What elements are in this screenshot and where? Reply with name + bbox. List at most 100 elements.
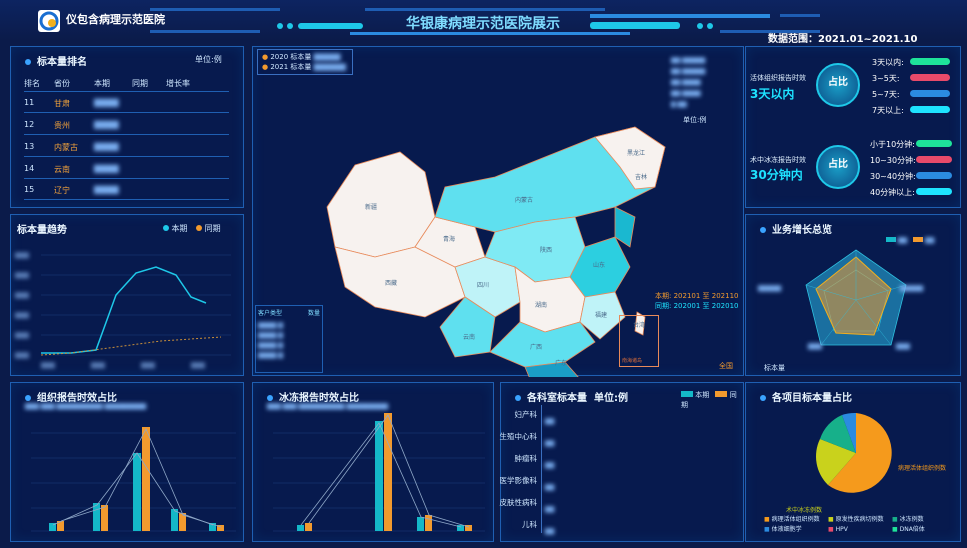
province-cell: 贵州 bbox=[54, 121, 70, 130]
tissue-legend: ▇▇▇ ▇▇▇ ▇▇▇▇▇▇▇▇▇▇ ▇▇▇▇▇▇▇▇▇ bbox=[25, 403, 147, 410]
frozen-kpi-circle: 占比 bbox=[816, 145, 860, 189]
table-row[interactable]: 14 云南 ▇▇▇▇ bbox=[24, 164, 234, 175]
radar-axis-label: ▇▇▇▇▇ bbox=[758, 285, 782, 292]
radar-legend: ▇▇ ▇▇ bbox=[886, 237, 934, 244]
dept-label: 妇产科 bbox=[514, 410, 538, 419]
divider bbox=[24, 91, 229, 92]
dept-title: 各科室标本量 单位:例 bbox=[515, 389, 628, 404]
svg-text:▇▇▇: ▇▇▇ bbox=[140, 362, 155, 369]
current-cell: ▇▇▇▇ bbox=[94, 164, 119, 173]
legend-2021: 2021 标本量 bbox=[270, 63, 312, 71]
growth-radar-chart bbox=[805, 249, 907, 346]
range-label: 5~7天: bbox=[872, 90, 900, 99]
svg-text:山东: 山东 bbox=[593, 261, 605, 269]
range-bar bbox=[916, 188, 952, 195]
dept-label: 皮肤性病科 bbox=[499, 498, 538, 507]
header-decoration bbox=[150, 8, 820, 35]
project-panel: 各项目标本量占比 病理活体组织例数 术中冰冻例数 ■ 病理活体组织例数 ■ 原发… bbox=[745, 382, 961, 542]
col-province: 省份 bbox=[54, 79, 70, 88]
map-panel: ● 2020 标本量 ▇▇▇▇▇ ● 2021 标本量 ▇▇▇▇▇▇ ▇▇ ▇▇… bbox=[252, 46, 744, 377]
tissue-kpi-caption: 活体组织报告时效 bbox=[750, 74, 806, 82]
divider bbox=[24, 178, 229, 179]
province-cell: 甘肃 bbox=[54, 99, 70, 108]
svg-text:▇▇▇: ▇▇▇ bbox=[14, 272, 29, 279]
rank-cell: 12 bbox=[24, 120, 35, 129]
tissue-kpi-circle: 占比 bbox=[816, 63, 860, 107]
svg-text:陕西: 陕西 bbox=[540, 246, 552, 254]
province-cell: 辽宁 bbox=[54, 186, 70, 195]
frozen-kpi-value: 30分钟内 bbox=[750, 168, 803, 182]
divider bbox=[24, 112, 229, 113]
table-row[interactable]: 12 贵州 ▇▇▇▇ bbox=[24, 120, 234, 131]
svg-text:▇▇▇: ▇▇▇ bbox=[14, 332, 29, 339]
dept-axis bbox=[541, 405, 542, 533]
range-bar bbox=[910, 74, 950, 81]
svg-text:云南: 云南 bbox=[463, 333, 475, 341]
col-rank: 排名 bbox=[24, 79, 40, 88]
tissue-kpi-value: 3天以内 bbox=[750, 87, 795, 101]
current-cell: ▇▇▇▇ bbox=[94, 98, 119, 107]
map-value-legend: ▇▇ ▇▇▇▇▇ ▇▇ ▇▇▇▇▇ ▇▇ ▇▇▇▇ ▇▇ ▇▇▇▇ ▇ ▇▇ bbox=[671, 57, 706, 108]
trend-panel: 标本量趋势 本期 同期 ▇▇▇ ▇▇▇ ▇▇▇ ▇▇▇ ▇▇▇ ▇▇▇ ▇▇▇ ▇▇▇ ▇▇… bbox=[10, 214, 244, 376]
trend-legend: 本期 同期 bbox=[163, 223, 221, 234]
radar-axis-label: ▇▇▇ bbox=[808, 343, 822, 350]
ranking-title: 标本量排名 bbox=[25, 53, 87, 68]
pie-legend: ■ 病理活体组织例数 ■ 原发性疾病切例数 ■ 冰冻例数 ■ 体液细胞学 ■ H… bbox=[764, 516, 925, 533]
table-row[interactable]: 15 辽宁 ▇▇▇▇ bbox=[24, 185, 234, 196]
range-label: 10~30分钟: bbox=[870, 156, 916, 165]
frozen-kpi-caption: 术中冰冻报告时效 bbox=[750, 156, 806, 164]
dept-label: 儿科 bbox=[522, 520, 537, 529]
page-title: 华银康病理示范医院展示 bbox=[406, 16, 560, 32]
map-unit: 单位:例 bbox=[683, 116, 707, 124]
period-current: 本期: 202101 至 202110 bbox=[655, 292, 739, 300]
frozen-bar-chart bbox=[273, 413, 485, 532]
legend-2020: 2020 标本量 bbox=[270, 53, 312, 61]
col-previous: 同期 bbox=[132, 79, 148, 88]
table-row[interactable]: 13 内蒙古 ▇▇▇▇ bbox=[24, 142, 234, 153]
date-range: 数据范围：2021.01~2021.10 bbox=[768, 34, 918, 45]
svg-text:▇▇▇: ▇▇▇ bbox=[40, 362, 55, 369]
radar-axis-label: ▇▇▇▇▇ bbox=[900, 285, 924, 292]
radar-label-specimen: 标本量 bbox=[764, 364, 785, 372]
range-label: 小于10分钟: bbox=[870, 140, 915, 149]
legend-previous: 同期 bbox=[204, 224, 221, 233]
trend-line-chart: ▇▇▇ ▇▇▇ ▇▇▇ ▇▇▇ ▇▇▇ ▇▇▇ ▇▇▇ ▇▇▇ ▇▇▇ ▇▇▇ bbox=[14, 252, 231, 369]
rank-cell: 14 bbox=[24, 164, 35, 173]
range-bar bbox=[916, 172, 952, 179]
range-bar bbox=[916, 156, 952, 163]
svg-text:广东: 广东 bbox=[555, 359, 567, 367]
tissue-report-panel: 组织报告时效占比 ▇▇▇ ▇▇▇ ▇▇▇▇▇▇▇▇▇▇ ▇▇▇▇▇▇▇▇▇ bbox=[10, 382, 244, 542]
range-label: 3~5天: bbox=[872, 74, 900, 83]
range-bar bbox=[910, 90, 950, 97]
divider bbox=[24, 199, 229, 200]
customer-type-col: 客户类型 bbox=[258, 310, 283, 317]
china-map[interactable]: 新疆 西藏 青海 内蒙古 黑龙江 吉林 四川 云南 陕西 山东 湖南 广西 广东… bbox=[315, 117, 695, 377]
svg-text:黑龙江: 黑龙江 bbox=[627, 149, 645, 157]
table-row[interactable]: 11 甘肃 ▇▇▇▇ bbox=[24, 98, 234, 109]
current-cell: ▇▇▇▇ bbox=[94, 120, 119, 129]
dept-values: ▇▇ ▇▇ ▇▇ ▇▇ ▇▇ ▇▇ bbox=[545, 418, 555, 535]
svg-text:▇▇▇: ▇▇▇ bbox=[14, 352, 29, 359]
divider bbox=[24, 156, 229, 157]
department-panel: 各科室标本量 单位:例 本期 同期 妇产科 生殖中心科 肿瘤科 医学影像科 皮肤… bbox=[500, 382, 744, 542]
range-label: 40分钟以上: bbox=[870, 188, 915, 197]
col-current: 本期 bbox=[94, 79, 110, 88]
range-label: 3天以内: bbox=[872, 58, 904, 67]
ranking-table-header: 排名 省份 本期 同期 增长率 bbox=[24, 78, 234, 89]
dept-label: 医学影像科 bbox=[499, 476, 538, 485]
kpi-panel: 活体组织报告时效 3天以内 占比 3天以内: 3~5天: 5~7天: 7天以上:… bbox=[745, 46, 961, 208]
province-label: 新疆 bbox=[365, 203, 377, 211]
svg-text:四川: 四川 bbox=[477, 282, 489, 289]
ranking-unit: 单位:例 bbox=[195, 55, 222, 64]
customer-type-table: 客户类型 数量 ▇▇▇▇ ▇ ▇▇▇▇ ▇ ▇▇▇▇ ▇ ▇▇▇▇ ▇ bbox=[255, 305, 323, 373]
pie-label: 术中冰冻例数 bbox=[786, 507, 823, 514]
range-bar bbox=[910, 58, 950, 65]
growth-panel: 业务增长总览 ▇▇ ▇▇ ▇▇▇▇▇ ▇▇▇▇▇ ▇▇▇ ▇▇▇ 标本量 bbox=[745, 214, 961, 376]
ranking-panel: 标本量排名 单位:例 bbox=[10, 46, 244, 208]
svg-text:吉林: 吉林 bbox=[635, 173, 647, 181]
hospital-logo-icon bbox=[38, 10, 60, 32]
svg-text:湖南: 湖南 bbox=[535, 301, 547, 309]
national-button[interactable]: 全国 bbox=[719, 362, 733, 370]
count-col: 数量 bbox=[307, 310, 320, 317]
project-title: 各项目标本量占比 bbox=[760, 389, 852, 404]
